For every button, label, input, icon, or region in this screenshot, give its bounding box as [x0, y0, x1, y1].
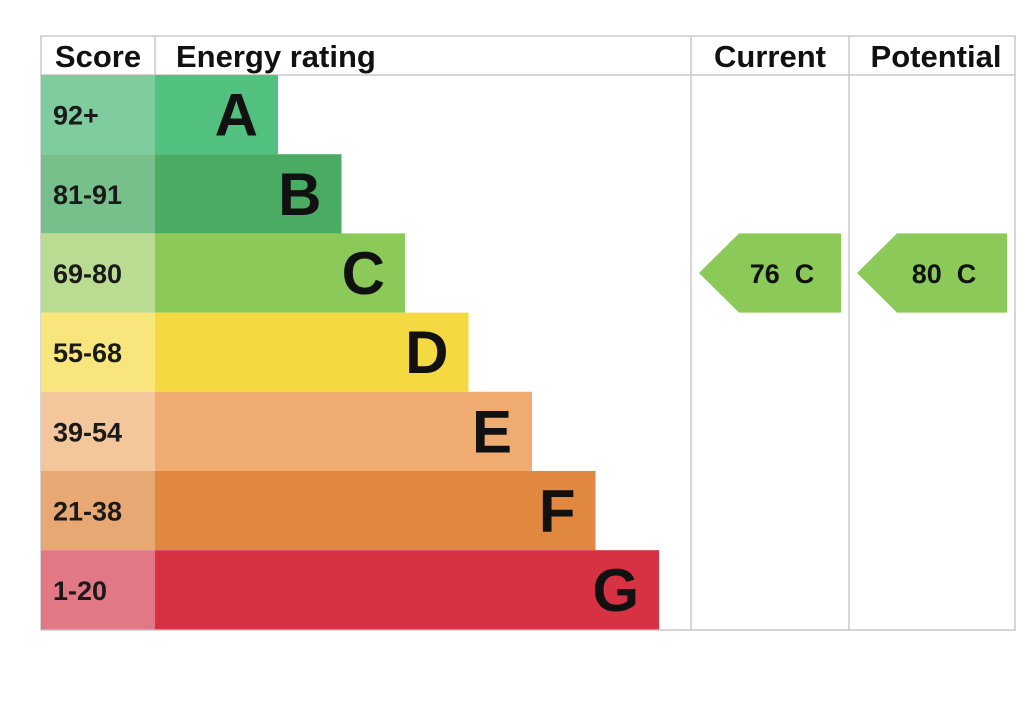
potential-arrow	[857, 233, 1007, 313]
score-range-c: 69-80	[53, 259, 122, 289]
band-bar-b	[155, 154, 342, 234]
band-bar-c	[155, 233, 405, 313]
rating-bands: 92+ A 81-91 B 69-80 C 55-68 D 39-54 E 21-38 F 1-20 G	[41, 75, 659, 630]
band-bar-f	[155, 471, 596, 551]
band-bar-d	[155, 312, 469, 392]
score-range-d: 55-68	[53, 338, 122, 368]
score-range-g: 1-20	[53, 576, 107, 606]
band-letter-f: F	[539, 478, 576, 545]
band-letter-b: B	[278, 161, 321, 228]
current-rating-label: 76 C	[750, 259, 815, 289]
potential-rating-label: 80 C	[912, 259, 977, 289]
band-bar-e	[155, 391, 532, 471]
score-cell-g	[41, 550, 155, 630]
score-cell-a	[41, 75, 155, 155]
score-range-f: 21-38	[53, 497, 122, 527]
energy-rating-header: Energy rating	[176, 39, 376, 74]
band-bar-g	[155, 550, 659, 630]
score-range-a: 92+	[53, 101, 99, 131]
score-cell-d	[41, 312, 155, 392]
score-cell-e	[41, 391, 155, 471]
score-cell-c	[41, 233, 155, 313]
score-range-b: 81-91	[53, 180, 122, 210]
score-range-e: 39-54	[53, 417, 122, 447]
band-bar-a	[155, 75, 278, 155]
band-letter-e: E	[472, 398, 512, 465]
rating-arrows: 76 C 80 C	[699, 233, 1007, 313]
potential-header: Potential	[871, 39, 1002, 74]
band-letter-d: D	[405, 319, 448, 386]
current-arrow	[699, 233, 841, 313]
band-letter-g: G	[592, 557, 639, 624]
score-cell-f	[41, 471, 155, 551]
score-header: Score	[55, 39, 141, 74]
band-letter-a: A	[215, 82, 258, 149]
current-header: Current	[714, 39, 826, 74]
score-cell-b	[41, 154, 155, 234]
band-letter-c: C	[342, 240, 385, 307]
